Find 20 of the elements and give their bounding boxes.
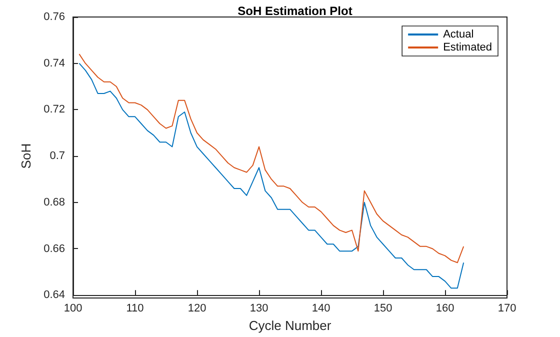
chart-title: SoH Estimation Plot [238, 4, 352, 18]
y-tick-label: 0.76 [44, 11, 65, 23]
legend-label: Estimated [443, 42, 492, 54]
y-tick-label: 0.7 [50, 150, 65, 162]
y-axis-title: SoH [18, 143, 34, 169]
x-tick-label: 100 [64, 302, 82, 315]
y-tick-label: 0.68 [44, 196, 65, 208]
y-tick-label: 0.72 [44, 104, 65, 116]
x-tick-label: 140 [312, 302, 330, 315]
y-tick-label: 0.74 [44, 57, 65, 70]
legend-label: Actual [443, 28, 474, 40]
x-tick-label: 110 [126, 302, 144, 315]
x-axis-title: Cycle Number [248, 318, 332, 333]
x-tick-label: 130 [250, 302, 268, 315]
y-tick-label: 0.66 [44, 242, 65, 255]
x-tick-label: 170 [498, 302, 516, 315]
x-tick-label: 160 [436, 302, 454, 315]
x-tick-label: 150 [374, 302, 392, 315]
x-tick-label: 120 [188, 302, 206, 315]
y-tick-label: 0.64 [44, 289, 65, 302]
